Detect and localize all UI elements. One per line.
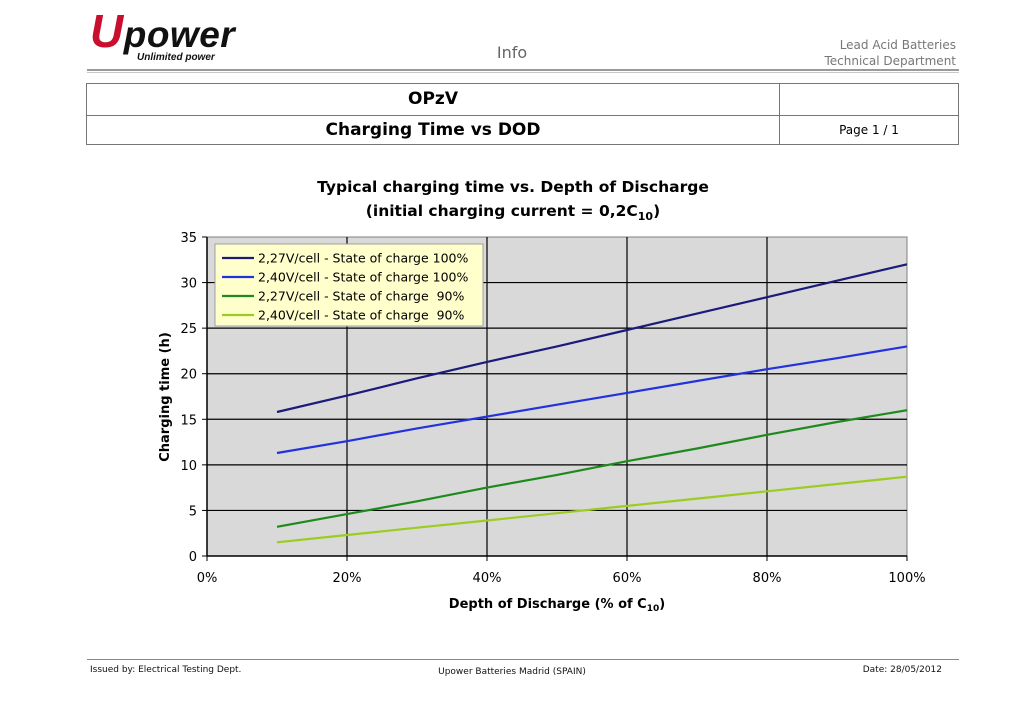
footer-divider bbox=[87, 659, 959, 660]
y-tick-label: 0 bbox=[189, 550, 197, 565]
series-line bbox=[276, 345, 908, 455]
logo-wordmark: Upower bbox=[90, 4, 235, 58]
x-tick-label: 60% bbox=[613, 571, 642, 586]
y-tick-label: 35 bbox=[180, 231, 197, 246]
chart-title-line2: (initial charging current = 0,2C10) bbox=[366, 202, 660, 223]
page-number: Page 1 / 1 bbox=[839, 123, 899, 137]
chart-title-line2-sub: 10 bbox=[638, 210, 654, 223]
legend-label: 2,40V/cell - State of charge 90% bbox=[258, 308, 464, 323]
x-tick-label: 20% bbox=[333, 571, 362, 586]
y-tick-label: 30 bbox=[180, 277, 197, 292]
title-table-vertical-rule bbox=[779, 84, 780, 144]
x-axis-label-sub: 10 bbox=[647, 604, 660, 614]
y-tick-label: 10 bbox=[180, 459, 197, 474]
y-tick-label: 20 bbox=[180, 368, 197, 383]
logo-initial: U bbox=[90, 5, 124, 57]
legend-label: 2,27V/cell - State of charge 90% bbox=[258, 289, 464, 304]
title-table-horizontal-rule bbox=[87, 115, 958, 116]
tick-labels: 0% 20% 40% 60% 80% 100% 0 5 10 15 20 25 30 35 bbox=[180, 231, 925, 586]
chart-title-line1: Typical charging time vs. Depth of Disch… bbox=[317, 178, 709, 196]
footer-date: Date: 28/05/2012 bbox=[862, 665, 942, 675]
logo-rest: power bbox=[123, 14, 236, 55]
x-tick-label: 100% bbox=[888, 571, 925, 586]
header-right-line2: Technical Department bbox=[824, 54, 956, 68]
header-department: Lead Acid Batteries Technical Department bbox=[824, 37, 956, 69]
series-line bbox=[276, 263, 908, 414]
legend-label: 2,40V/cell - State of charge 100% bbox=[258, 270, 468, 285]
series-line bbox=[276, 475, 908, 544]
y-tick-label: 15 bbox=[180, 413, 197, 428]
legend-label: 2,27V/cell - State of charge 100% bbox=[258, 251, 468, 266]
legend: 2,27V/cell - State of charge 100% 2,40V/c… bbox=[214, 243, 484, 327]
y-tick-label: 5 bbox=[189, 504, 197, 519]
header-right-line1: Lead Acid Batteries bbox=[839, 38, 956, 52]
header-info-label: Info bbox=[496, 43, 528, 62]
y-axis-label: Charging time (h) bbox=[158, 332, 173, 462]
plot-area bbox=[206, 236, 908, 557]
product-model: OPzV bbox=[408, 89, 458, 109]
x-axis-label-suffix: ) bbox=[659, 597, 665, 612]
title-table: OPzV Charging Time vs DOD Page 1 / 1 bbox=[86, 83, 959, 145]
footer-issued-by: Issued by: Electrical Testing Dept. bbox=[90, 665, 242, 675]
chart-title-line2-suffix: ) bbox=[653, 202, 660, 220]
series-lines bbox=[276, 263, 908, 544]
header-divider bbox=[87, 69, 959, 71]
logo-tagline: Unlimited power bbox=[137, 52, 215, 63]
x-tick-label: 80% bbox=[753, 571, 782, 586]
x-tick-label: 0% bbox=[197, 571, 218, 586]
x-axis-label: Depth of Discharge (% of C10) bbox=[449, 597, 665, 614]
chart-title-line2-prefix: (initial charging current = 0,2C bbox=[366, 202, 638, 220]
footer-company: Upower Batteries Madrid (SPAIN) bbox=[438, 667, 586, 677]
document-title: Charging Time vs DOD bbox=[325, 120, 541, 140]
company-logo: Upower Unlimited power bbox=[90, 4, 250, 68]
header-divider-light bbox=[87, 72, 959, 73]
axes bbox=[202, 236, 908, 561]
x-axis-label-prefix: Depth of Discharge (% of C bbox=[449, 597, 647, 612]
y-tick-label: 25 bbox=[180, 322, 197, 337]
series-line bbox=[276, 409, 908, 528]
x-tick-label: 40% bbox=[473, 571, 502, 586]
legend-box bbox=[214, 243, 484, 327]
